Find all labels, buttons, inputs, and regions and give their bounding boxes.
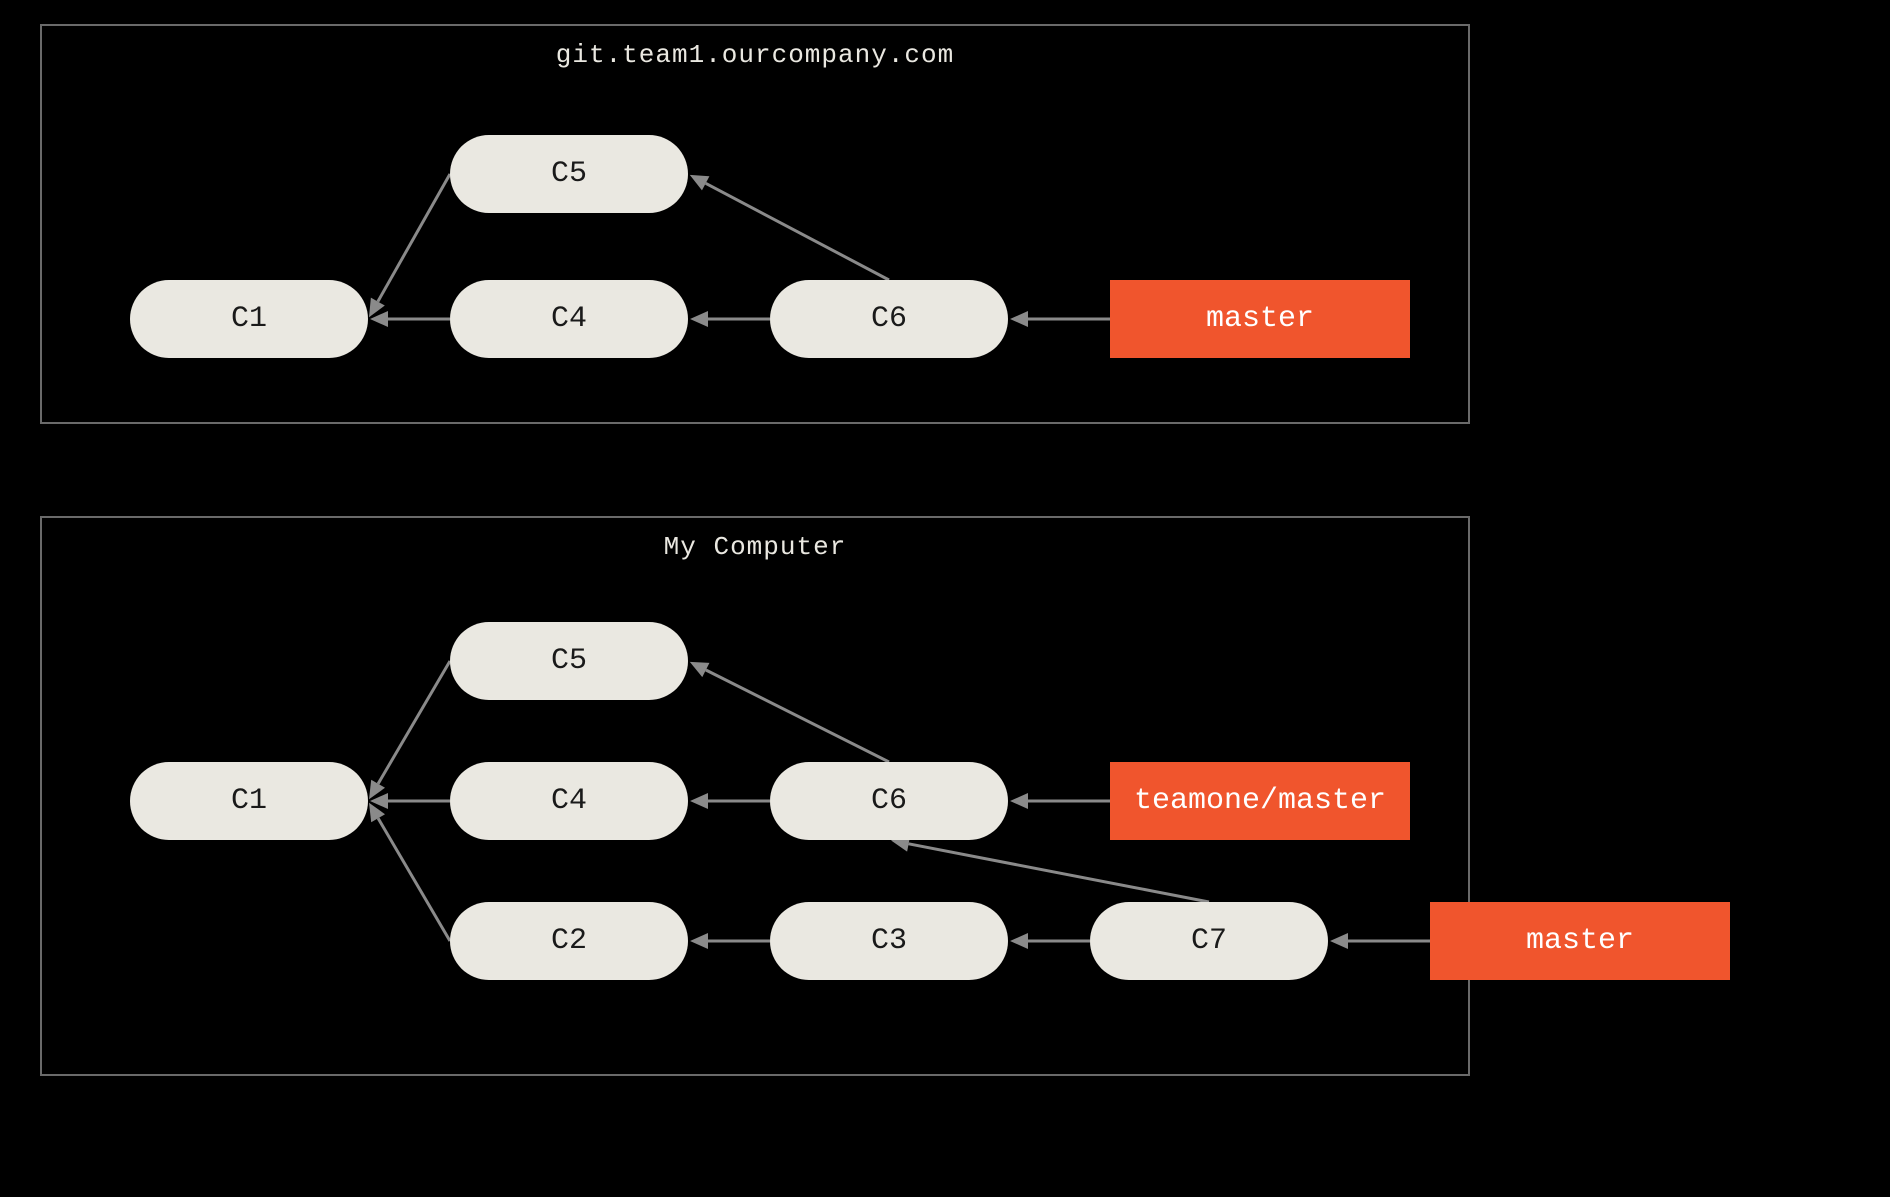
- commit-node-c5: C5: [450, 622, 688, 700]
- commit-node-c4: C4: [450, 280, 688, 358]
- commit-node-c3: C3: [770, 902, 1008, 980]
- panel-server: git.team1.ourcompany.com: [40, 24, 1470, 424]
- commit-node-c6: C6: [770, 280, 1008, 358]
- commit-node-c6: C6: [770, 762, 1008, 840]
- commit-node-c5: C5: [450, 135, 688, 213]
- commit-node-c1: C1: [130, 762, 368, 840]
- commit-node-c7: C7: [1090, 902, 1328, 980]
- commit-node-c2: C2: [450, 902, 688, 980]
- panel-title: git.team1.ourcompany.com: [42, 40, 1468, 70]
- diagram-canvas: git.team1.ourcompany.com C1 C5 C4 C6 master My…: [0, 0, 1890, 1197]
- branch-label-master: master: [1430, 902, 1730, 980]
- branch-label-master: master: [1110, 280, 1410, 358]
- commit-node-c1: C1: [130, 280, 368, 358]
- commit-node-c4: C4: [450, 762, 688, 840]
- panel-title: My Computer: [42, 532, 1468, 562]
- branch-label-teamone-master: teamone/master: [1110, 762, 1410, 840]
